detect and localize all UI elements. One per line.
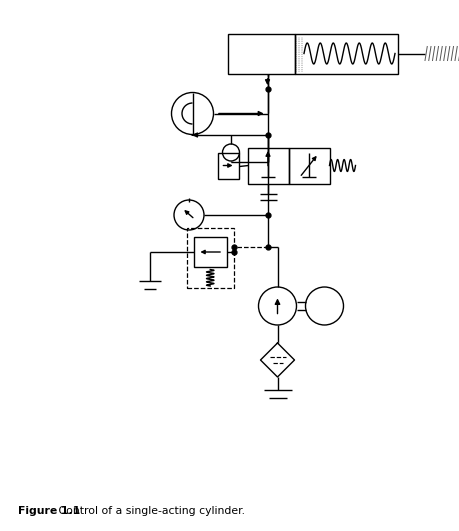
Bar bbox=[295, 33, 397, 73]
Bar bbox=[187, 228, 234, 288]
Bar bbox=[289, 148, 330, 184]
Bar bbox=[247, 148, 289, 184]
Text: Control of a single-acting cylinder.: Control of a single-acting cylinder. bbox=[55, 506, 245, 516]
Bar bbox=[194, 237, 226, 267]
Bar bbox=[218, 152, 239, 178]
Bar bbox=[228, 33, 295, 73]
Text: Figure 1.1: Figure 1.1 bbox=[18, 506, 81, 516]
